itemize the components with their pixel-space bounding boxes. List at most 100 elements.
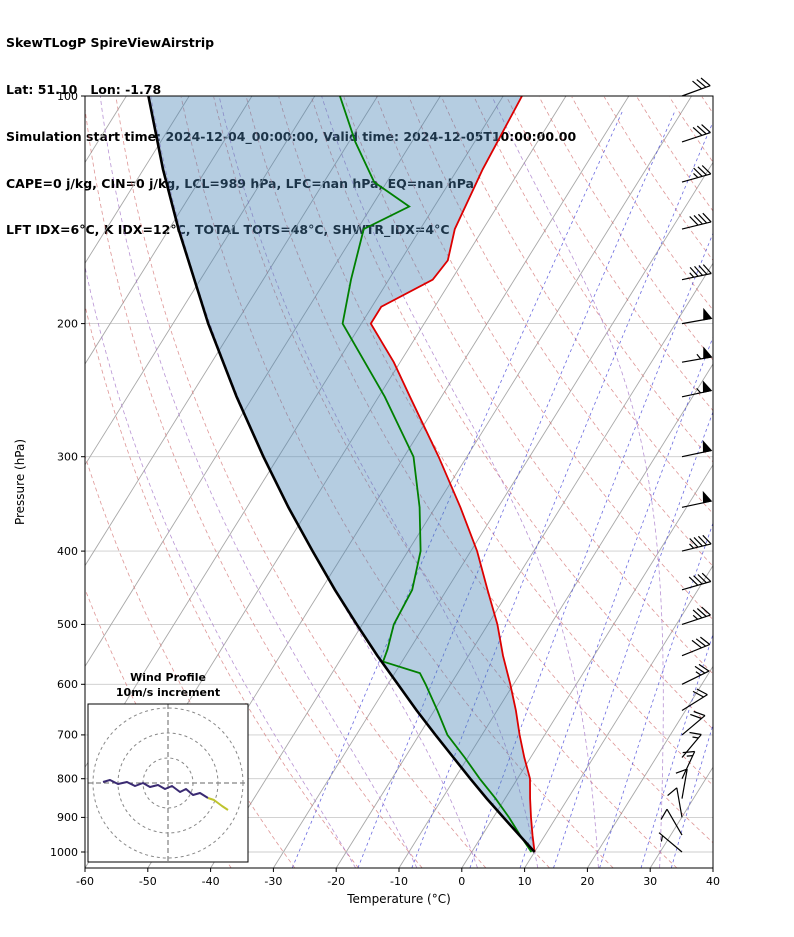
wind-barb xyxy=(681,731,702,758)
temperature-tick-label: 0 xyxy=(458,875,465,888)
barb-flag xyxy=(703,346,713,359)
mixing-ratio-line xyxy=(553,410,713,868)
dry-adiabat-line xyxy=(85,303,359,868)
wind-barb xyxy=(660,808,683,836)
isotherm-line xyxy=(335,262,713,868)
isotherm-line xyxy=(461,463,713,868)
pressure-tick-label: 900 xyxy=(57,811,78,824)
moist-adiabat-line xyxy=(491,96,664,868)
hodograph-trace-low xyxy=(207,797,229,811)
dry-adiabat-line xyxy=(441,96,713,515)
hodograph-inset: Wind Profile 10m/s increment xyxy=(87,671,249,863)
dry-adiabat-line xyxy=(311,96,713,730)
mixing-ratio-line xyxy=(357,111,675,868)
hodograph-trace-upper xyxy=(102,779,209,799)
dewpoint-curve xyxy=(339,96,533,853)
temperature-tick-label: -50 xyxy=(139,875,157,888)
pressure-tick-label: 1000 xyxy=(50,846,78,859)
mixing-ratio-line xyxy=(670,723,713,868)
wind-barb xyxy=(681,346,713,363)
dry-adiabat-line xyxy=(85,105,423,868)
moist-adiabat-line xyxy=(321,96,599,868)
hodograph-title: Wind Profile xyxy=(130,671,206,684)
mixing-ratio-line xyxy=(599,521,713,868)
temperature-tick-label: -60 xyxy=(76,875,94,888)
moist-adiabat-line xyxy=(218,96,539,868)
isotherm-line xyxy=(398,363,713,868)
wind-barb xyxy=(681,688,708,712)
isotherm-line xyxy=(210,96,692,868)
wind-barb xyxy=(675,768,688,799)
chart-times: Simulation start time: 2024-12-04_00:00:… xyxy=(6,128,576,144)
pressure-tick-label: 600 xyxy=(57,678,78,691)
chart-location: Lat: 51.10 Lon: -1.78 xyxy=(6,81,162,97)
pressure-tick-label: 300 xyxy=(57,451,78,464)
hodograph-ring xyxy=(92,707,244,859)
mixing-ratio-line xyxy=(519,336,713,868)
pressure-tick-label: 400 xyxy=(57,545,78,558)
wind-barb xyxy=(681,663,710,685)
pressure-tick-label: 700 xyxy=(57,729,78,742)
dry-adiabat-line xyxy=(603,96,713,261)
wind-barb xyxy=(681,165,712,183)
temperature-axis-label: Temperature (°C) xyxy=(346,892,451,906)
pressure-axis-label: Pressure (hPa) xyxy=(13,439,27,525)
wind-barb xyxy=(667,787,683,818)
temperature-curve xyxy=(369,96,536,853)
dry-adiabat-line xyxy=(180,96,614,868)
dry-adiabat-line xyxy=(538,96,713,361)
dry-adiabat-line xyxy=(278,96,713,786)
isotherm-line xyxy=(0,96,64,868)
dry-adiabat-line xyxy=(115,96,487,868)
wind-barb xyxy=(681,490,713,508)
wind-barb xyxy=(658,832,683,853)
wind-barb xyxy=(681,750,696,779)
isotherm-line xyxy=(273,161,713,868)
isotherm-line xyxy=(524,564,713,868)
isotherm-line xyxy=(85,96,190,265)
wind-barb xyxy=(681,212,712,230)
chart-title: SkewTLogP SpireViewAirstrip xyxy=(6,35,215,51)
pressure-tick-label: 500 xyxy=(57,618,78,631)
dry-adiabat-line xyxy=(85,454,296,868)
moist-adiabat-line xyxy=(99,96,418,868)
wind-barb xyxy=(681,636,711,657)
dry-adiabat-line xyxy=(213,96,678,868)
dry-adiabat-line xyxy=(408,96,713,567)
wind-barb xyxy=(681,440,713,458)
wind-barb xyxy=(681,380,713,398)
dry-adiabat-line xyxy=(636,96,713,212)
hodograph-subtitle: 10m/s increment xyxy=(116,686,220,699)
barb-flag xyxy=(703,307,713,321)
moist-adiabat-line xyxy=(150,96,478,868)
wind-barb xyxy=(681,77,711,97)
isotherm-line xyxy=(85,96,253,365)
hodograph-frame xyxy=(87,703,249,863)
mixing-ratio-line xyxy=(411,121,713,868)
temperature-tick-label: -30 xyxy=(264,875,282,888)
temperature-tick-label: -40 xyxy=(202,875,220,888)
barb-flag xyxy=(702,380,713,393)
isotherm-line xyxy=(587,665,713,868)
mixing-ratio-line xyxy=(640,633,713,868)
temperature-tick-label: 30 xyxy=(643,875,657,888)
temperature-tick-label: -20 xyxy=(327,875,345,888)
dry-adiabat-line xyxy=(376,96,713,621)
isotherm-line xyxy=(85,96,441,668)
dry-adiabat-line xyxy=(473,96,713,463)
temperature-tick-label: 40 xyxy=(706,875,720,888)
temperature-tick-label: 20 xyxy=(580,875,594,888)
wind-barb xyxy=(681,710,706,736)
wind-barb xyxy=(681,307,713,325)
isotherm-line xyxy=(712,867,713,868)
dry-adiabat-line xyxy=(701,96,713,115)
pressure-tick-label: 200 xyxy=(57,317,78,330)
barb-flag xyxy=(702,440,713,453)
isotherm-line xyxy=(85,96,378,567)
wind-barb xyxy=(681,124,711,143)
wind-barb xyxy=(681,264,712,281)
wind-barb xyxy=(681,606,711,625)
